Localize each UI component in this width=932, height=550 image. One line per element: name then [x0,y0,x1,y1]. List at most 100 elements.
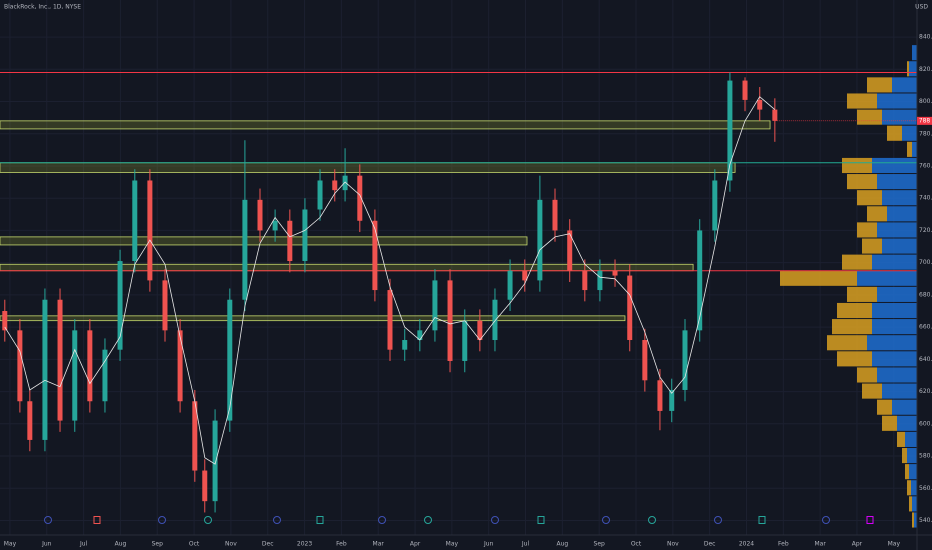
candle-body [132,180,138,262]
volume-bar-up [867,335,917,351]
volume-bar-down [909,496,912,512]
volume-bar-up [909,61,917,77]
candle-body [57,299,63,421]
volume-bar-up [877,174,917,190]
y-tick-label: 540.00 [919,517,932,524]
event-icon[interactable] [44,516,52,524]
volume-bar-up [872,319,917,335]
candle-body [2,311,8,331]
candle-body [117,261,123,350]
event-icon[interactable] [424,516,432,524]
volume-bar-down [780,270,857,286]
volume-bar-down [847,93,877,109]
candle-body [72,330,78,421]
volume-bar-up [872,157,917,174]
volume-bar-down [867,77,892,93]
candle-body [567,230,573,271]
volume-bar-up [912,45,917,61]
candle-body [757,99,763,110]
event-icon[interactable] [714,516,722,524]
volume-bar-up [882,109,917,125]
volume-bar-up [872,254,917,270]
candle-body [627,275,633,341]
x-tick-label: Oct [631,541,642,548]
event-icon[interactable] [378,516,386,524]
volume-bar-down [882,415,897,431]
x-tick-label: Mar [814,541,826,548]
candle-body [507,270,513,300]
event-icon[interactable] [273,516,281,524]
y-tick-label: 780.00 [919,130,932,137]
zone [0,315,626,322]
candle-body [772,109,778,121]
candle-body [302,209,308,262]
candle-body [342,175,348,191]
volume-bar-down [887,125,902,141]
volume-bar-up [872,302,917,319]
candle-body [332,180,338,191]
candle-body [212,420,218,502]
volume-bar-up [914,512,917,528]
candle-body [317,180,323,210]
candle-body [202,470,208,502]
y-tick-label: 820.00 [919,66,932,73]
event-icon[interactable] [648,516,656,524]
volume-bar-down [862,238,882,254]
volume-bar-up [887,206,917,222]
currency-label: USD [915,4,928,11]
event-icon[interactable] [602,516,610,524]
candle-body [742,80,748,100]
event-icon[interactable] [537,516,545,524]
event-icon[interactable] [158,516,166,524]
candle-body [42,299,48,440]
volume-bar-down [912,512,914,528]
zone [0,162,736,173]
volume-bar-down [847,174,877,190]
volume-bar-down [862,383,882,399]
x-tick-label: Feb [778,541,789,548]
candle-body [537,199,543,281]
candle-body [682,330,688,390]
candle-body [242,199,248,300]
y-tick-label: 700.00 [919,259,932,266]
volume-bar-up [907,447,917,464]
y-tick-label: 620.00 [919,388,932,395]
event-icon[interactable] [491,516,499,524]
volume-bar-up [872,351,917,367]
x-tick-label: Dec [262,541,274,548]
event-icon[interactable] [204,516,212,524]
volume-bar-up [912,141,917,157]
event-icon[interactable] [316,516,324,524]
event-icon[interactable] [758,516,766,524]
volume-bar-up [882,238,917,254]
y-tick-label: 660.00 [919,324,932,331]
candle-body [492,299,498,341]
candle-body [642,340,648,381]
candle-body [552,199,558,231]
volume-bar-down [897,431,905,447]
x-tick-label: Jun [41,541,52,548]
volume-bar-up [892,399,917,415]
y-tick-label: 560.00 [919,485,932,492]
event-icon[interactable] [866,516,874,524]
volume-bar-up [877,222,917,238]
candle-body [287,220,293,262]
last-price-label: 788 [919,117,931,124]
candle-body [87,330,93,402]
volume-bar-up [857,270,917,286]
volume-bar-down [877,399,892,415]
candle-body [417,330,423,341]
event-icon[interactable] [93,516,101,524]
y-tick-label: 800.00 [919,98,932,105]
volume-bar-up [905,431,917,447]
x-tick-label: May [4,541,17,548]
candle-body [432,280,438,331]
x-tick-label: Nov [225,541,237,548]
event-icon[interactable] [822,516,830,524]
candle-body [669,389,675,411]
x-tick-label: May [446,541,459,548]
volume-bar-down [907,61,909,77]
x-tick-label: Aug [556,541,568,548]
